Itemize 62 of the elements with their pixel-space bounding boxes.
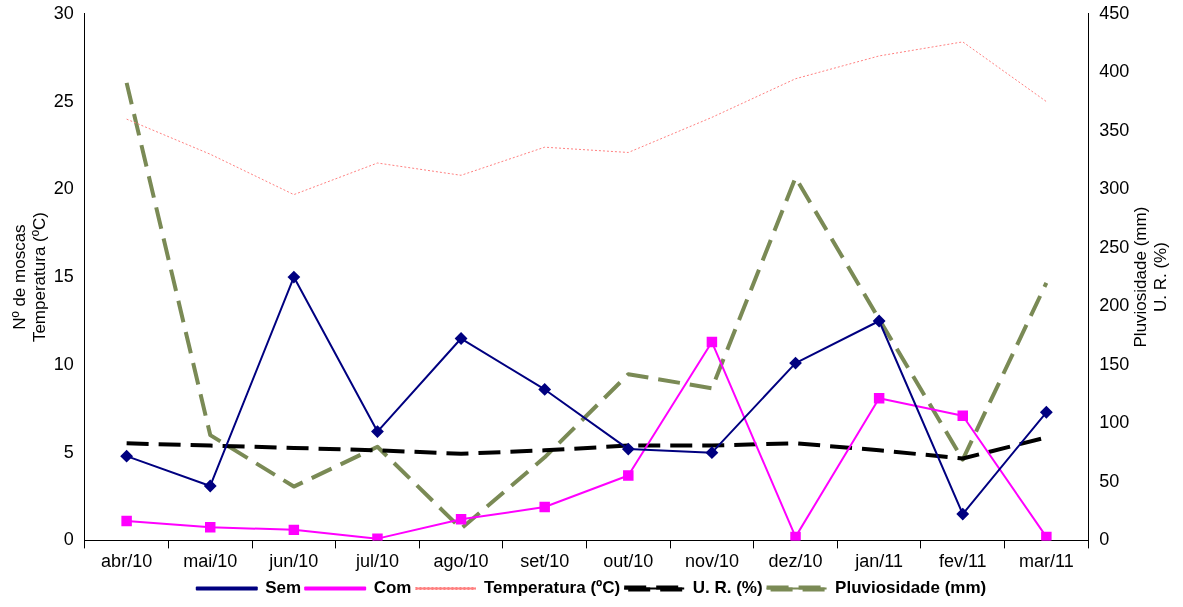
point <box>538 383 551 396</box>
y-tick-label: 30 <box>53 2 74 23</box>
x-tick-label: nov/10 <box>684 551 739 572</box>
point <box>1040 406 1053 419</box>
y-tick-label: 5 <box>63 441 74 462</box>
line-series <box>126 41 1047 196</box>
point <box>455 514 467 525</box>
line-series <box>124 80 1049 531</box>
point <box>623 470 634 481</box>
y2-axis-title: Pluviosidade (mm) U. R. (%) <box>1130 206 1170 348</box>
y2-tick-label: 50 <box>1099 470 1120 491</box>
y-tick-label: 15 <box>53 266 74 287</box>
y-tick-label: 0 <box>63 529 74 550</box>
x-tick-label: mai/10 <box>183 551 238 572</box>
y2-tick-label: 150 <box>1099 353 1130 374</box>
point <box>205 521 216 533</box>
y2-tick-label: 250 <box>1099 236 1130 257</box>
legend-label: Sem <box>265 578 302 598</box>
point <box>622 443 635 456</box>
y-tick-label: 20 <box>53 178 74 199</box>
point <box>1041 531 1052 541</box>
x-tick-label: dez/10 <box>768 551 823 572</box>
legend-label: Temperatura (ºC) <box>483 578 621 598</box>
x-tick-label: mar/11 <box>1019 551 1074 572</box>
y2-tick-label: 350 <box>1099 119 1130 140</box>
point <box>956 508 969 521</box>
point <box>706 336 718 348</box>
x-tick-label: jul/10 <box>354 551 399 572</box>
point <box>957 410 968 422</box>
y-axis-title: Nº de moscas Temperatura (ºC) <box>9 212 50 343</box>
y2-tick-label: 450 <box>1099 2 1130 23</box>
y-tick-label: 10 <box>53 353 74 374</box>
y2-tick-label: 0 <box>1099 529 1110 550</box>
legend-label: U. R. (%) <box>692 578 763 598</box>
point <box>705 446 718 459</box>
y2-tick-label: 100 <box>1099 412 1130 433</box>
point <box>873 392 885 404</box>
point <box>204 479 217 492</box>
y2-tick-label: 200 <box>1099 295 1130 316</box>
point <box>455 332 468 345</box>
x-tick-label: abr/10 <box>101 551 153 572</box>
legend-label: Com <box>373 578 412 598</box>
y-tick-label: 25 <box>53 90 74 111</box>
point <box>539 501 550 513</box>
point <box>372 533 383 541</box>
legend-label: Pluviosidade (mm) <box>835 578 987 598</box>
point <box>288 524 300 536</box>
y2-tick-label: 300 <box>1099 178 1130 199</box>
x-tick-label: jan/11 <box>854 551 903 572</box>
x-tick-label: set/10 <box>520 551 570 572</box>
y2-tick-label: 400 <box>1099 61 1130 82</box>
x-tick-label: ago/10 <box>433 551 489 572</box>
point <box>121 515 132 527</box>
point <box>371 425 384 438</box>
point <box>790 531 801 541</box>
x-tick-label: out/10 <box>603 551 654 572</box>
point <box>789 357 802 370</box>
point <box>120 450 133 463</box>
point <box>287 271 300 284</box>
x-tick-label: jun/10 <box>268 551 319 572</box>
point <box>873 314 886 327</box>
x-tick-label: fev/11 <box>938 551 987 572</box>
